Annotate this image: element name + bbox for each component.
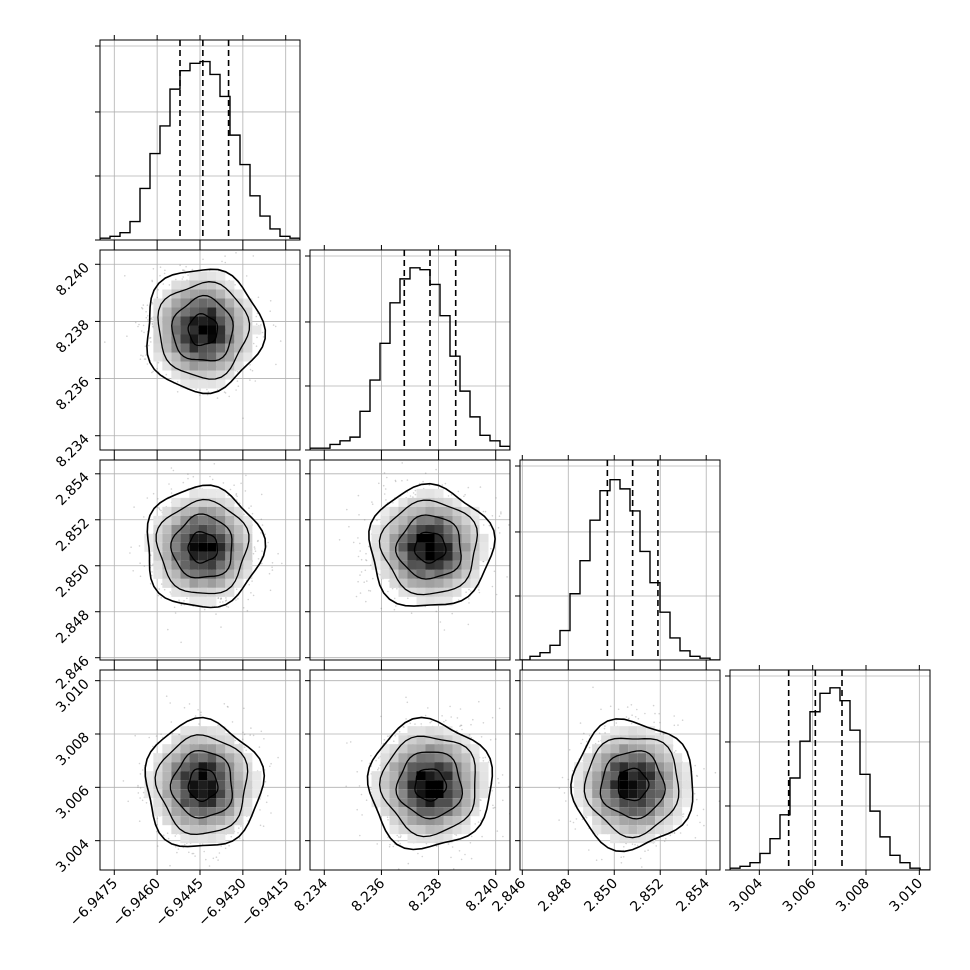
y-tick-label: 2.848: [53, 607, 93, 647]
contour-1-0-1: [157, 281, 251, 380]
histogram-2: [520, 478, 720, 660]
density-shading: [144, 726, 262, 844]
panel-frame: [309, 459, 511, 661]
y-tick-label: 2.852: [53, 515, 93, 555]
y-tick-label: 8.240: [53, 260, 93, 300]
contour-3-0-2: [169, 749, 233, 819]
density-panel-3-2: [515, 665, 721, 875]
hist-panel-2: [515, 455, 721, 665]
x-tick-label: 2.852: [627, 876, 667, 916]
contour-1-0-0: [146, 268, 267, 395]
contour-3-2-1: [583, 737, 680, 839]
y-tick-label: 2.854: [53, 469, 93, 509]
density-shading: [574, 726, 692, 844]
y-tick-label: 8.238: [53, 317, 93, 357]
density-panel-2-1: [305, 455, 511, 665]
contour-3-2-2: [599, 750, 666, 820]
hist-panel-1: [305, 245, 511, 455]
contour-3-0-3: [187, 768, 219, 802]
y-tick-label: 3.006: [53, 783, 93, 823]
y-tick-label: 3.008: [53, 730, 93, 770]
panel-frame: [519, 459, 721, 661]
panel-frame: [309, 249, 511, 451]
density-shading: [371, 726, 489, 844]
histogram-0: [100, 60, 300, 240]
contour-3-0-0: [144, 716, 266, 848]
x-tick-label: 2.854: [673, 875, 713, 915]
density-shading: [144, 488, 253, 606]
contour-2-1-3: [413, 531, 447, 564]
hist-panel-0: [95, 35, 301, 245]
contour-2-1-2: [395, 514, 462, 580]
contour-2-1-1: [378, 499, 479, 596]
contour-3-2-0: [570, 718, 694, 853]
hist-panel-3: [725, 665, 931, 875]
panel-frame: [519, 669, 721, 871]
panel-frame: [309, 669, 511, 871]
contour-3-1-3: [414, 768, 448, 802]
y-tick-label: 8.236: [53, 374, 93, 414]
contour-2-0-3: [187, 531, 218, 564]
density-panel-2-0: [95, 455, 301, 665]
density-shading: [153, 271, 262, 389]
x-tick-label: 8.238: [406, 876, 446, 916]
contour-2-0-0: [146, 484, 267, 609]
contour-3-1-2: [395, 751, 464, 820]
contour-3-0-1: [154, 734, 249, 836]
panel-frame: [729, 669, 931, 871]
contour-2-0-2: [170, 513, 233, 579]
density-panel-3-1: [305, 665, 511, 875]
x-tick-label: 8.234: [291, 875, 331, 915]
x-tick-label: 3.006: [780, 875, 820, 915]
x-tick-label: 3.010: [886, 876, 926, 916]
contour-1-0-2: [171, 294, 234, 362]
x-tick-label: 2.850: [581, 876, 621, 916]
contour-1-0-3: [187, 313, 219, 347]
x-tick-label: 8.236: [349, 875, 389, 915]
contour-3-2-3: [617, 767, 650, 802]
histogram-1: [310, 267, 510, 450]
y-tick-label: 8.234: [53, 431, 93, 471]
contour-3-1-1: [378, 735, 476, 838]
contour-2-0-1: [155, 498, 250, 595]
y-tick-label: 2.850: [53, 561, 93, 601]
x-tick-label: 3.004: [726, 875, 766, 915]
x-tick-label: 3.008: [833, 876, 873, 916]
y-tick-label: 3.004: [53, 836, 93, 876]
density-panel-3-0: [95, 665, 301, 875]
contour-3-1-0: [366, 716, 494, 851]
density-panel-1-0: [95, 245, 301, 455]
histogram-3: [730, 687, 930, 870]
contour-2-1-0: [368, 482, 496, 607]
x-tick-label: 2.848: [535, 876, 575, 916]
